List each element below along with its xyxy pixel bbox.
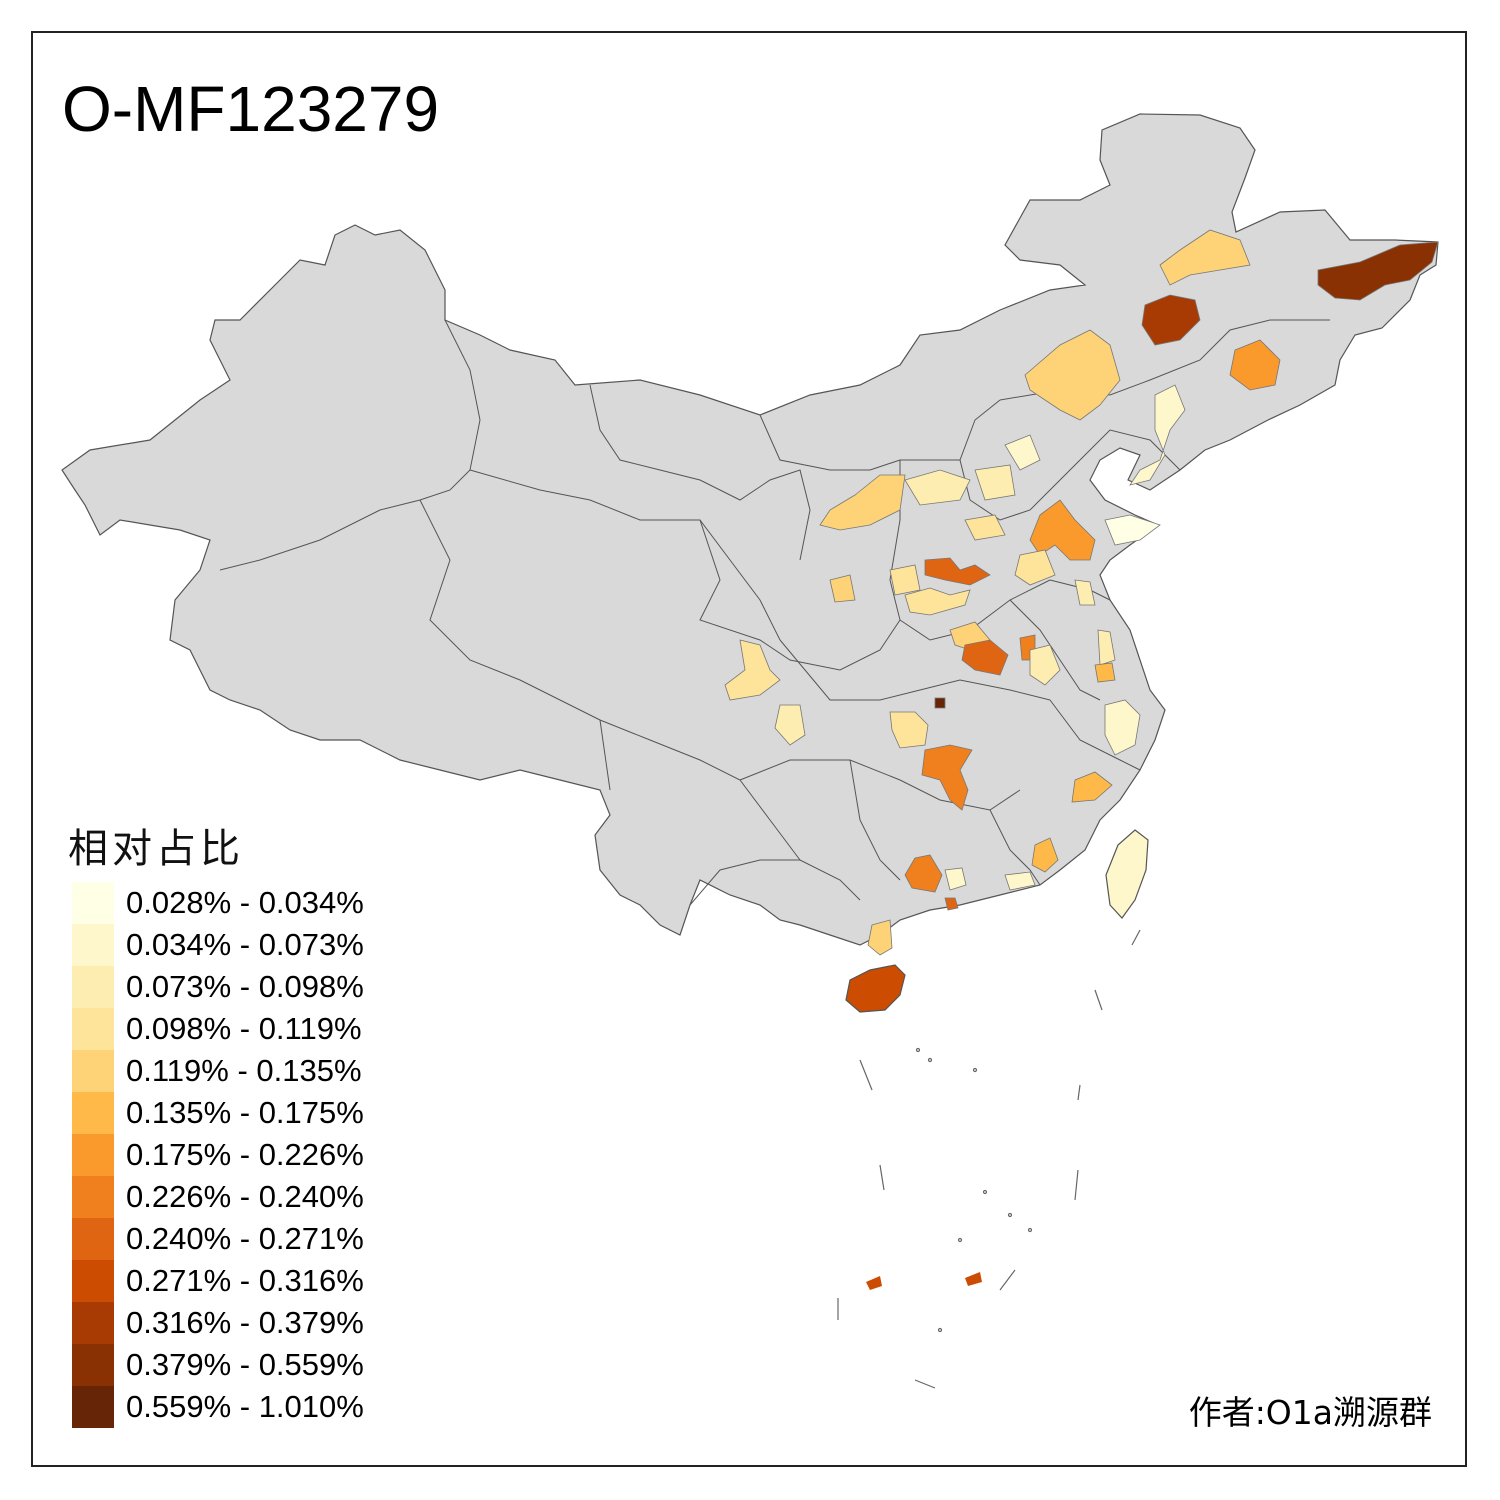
legend-label: 0.175% - 0.226% bbox=[126, 1137, 364, 1172]
legend-swatch bbox=[72, 1386, 114, 1428]
legend-item: 0.379% - 0.559% bbox=[72, 1344, 364, 1386]
legend-item: 0.175% - 0.226% bbox=[72, 1134, 364, 1176]
legend-swatch bbox=[72, 1218, 114, 1260]
legend-label: 0.226% - 0.240% bbox=[126, 1179, 364, 1214]
island-mark-2 bbox=[965, 1272, 982, 1286]
legend-item: 0.098% - 0.119% bbox=[72, 1008, 364, 1050]
legend-swatch bbox=[72, 1344, 114, 1386]
legend-label: 0.240% - 0.271% bbox=[126, 1221, 364, 1256]
legend-label: 0.119% - 0.135% bbox=[126, 1053, 362, 1088]
legend-item: 0.240% - 0.271% bbox=[72, 1218, 364, 1260]
legend: 0.028% - 0.034% 0.034% - 0.073% 0.073% - 0… bbox=[72, 882, 364, 1428]
legend-label: 0.271% - 0.316% bbox=[126, 1263, 364, 1298]
legend-item: 0.034% - 0.073% bbox=[72, 924, 364, 966]
legend-label: 0.028% - 0.034% bbox=[126, 885, 364, 920]
legend-item: 0.316% - 0.379% bbox=[72, 1302, 364, 1344]
colored-regions bbox=[724, 229, 1439, 956]
legend-swatch bbox=[72, 1176, 114, 1218]
author-credit: 作者:O1a溯源群 bbox=[1188, 1393, 1432, 1432]
legend-label: 0.034% - 0.073% bbox=[126, 927, 364, 962]
legend-swatch bbox=[72, 1260, 114, 1302]
legend-swatch bbox=[72, 882, 114, 924]
legend-label: 0.098% - 0.119% bbox=[126, 1011, 362, 1046]
legend-item: 0.119% - 0.135% bbox=[72, 1050, 364, 1092]
legend-label: 0.316% - 0.379% bbox=[126, 1305, 364, 1340]
legend-label: 0.073% - 0.098% bbox=[126, 969, 364, 1004]
hainan-island bbox=[845, 964, 906, 1013]
legend-swatch bbox=[72, 1092, 114, 1134]
legend-label: 0.135% - 0.175% bbox=[126, 1095, 364, 1130]
taiwan-island bbox=[1105, 829, 1149, 919]
island-mark-1 bbox=[866, 1276, 882, 1290]
legend-item: 0.271% - 0.316% bbox=[72, 1260, 364, 1302]
map-frame bbox=[31, 31, 1467, 1467]
legend-item: 0.226% - 0.240% bbox=[72, 1176, 364, 1218]
legend-swatch bbox=[72, 1302, 114, 1344]
legend-swatch bbox=[72, 966, 114, 1008]
legend-swatch bbox=[72, 1050, 114, 1092]
province-borders bbox=[219, 319, 1330, 906]
legend-item: 0.073% - 0.098% bbox=[72, 966, 364, 1008]
legend-swatch bbox=[72, 1008, 114, 1050]
china-landmass bbox=[61, 113, 1439, 946]
legend-item: 0.135% - 0.175% bbox=[72, 1092, 364, 1134]
legend-label: 0.379% - 0.559% bbox=[126, 1347, 364, 1382]
map-title: O-MF123279 bbox=[62, 73, 440, 145]
legend-item: 0.559% - 1.010% bbox=[72, 1386, 364, 1428]
legend-item: 0.028% - 0.034% bbox=[72, 882, 364, 924]
legend-swatch bbox=[72, 924, 114, 966]
south-sea-islands bbox=[837, 929, 1141, 1389]
legend-label: 0.559% - 1.010% bbox=[126, 1389, 364, 1424]
legend-title: 相对占比 bbox=[68, 826, 244, 872]
legend-swatch bbox=[72, 1134, 114, 1176]
